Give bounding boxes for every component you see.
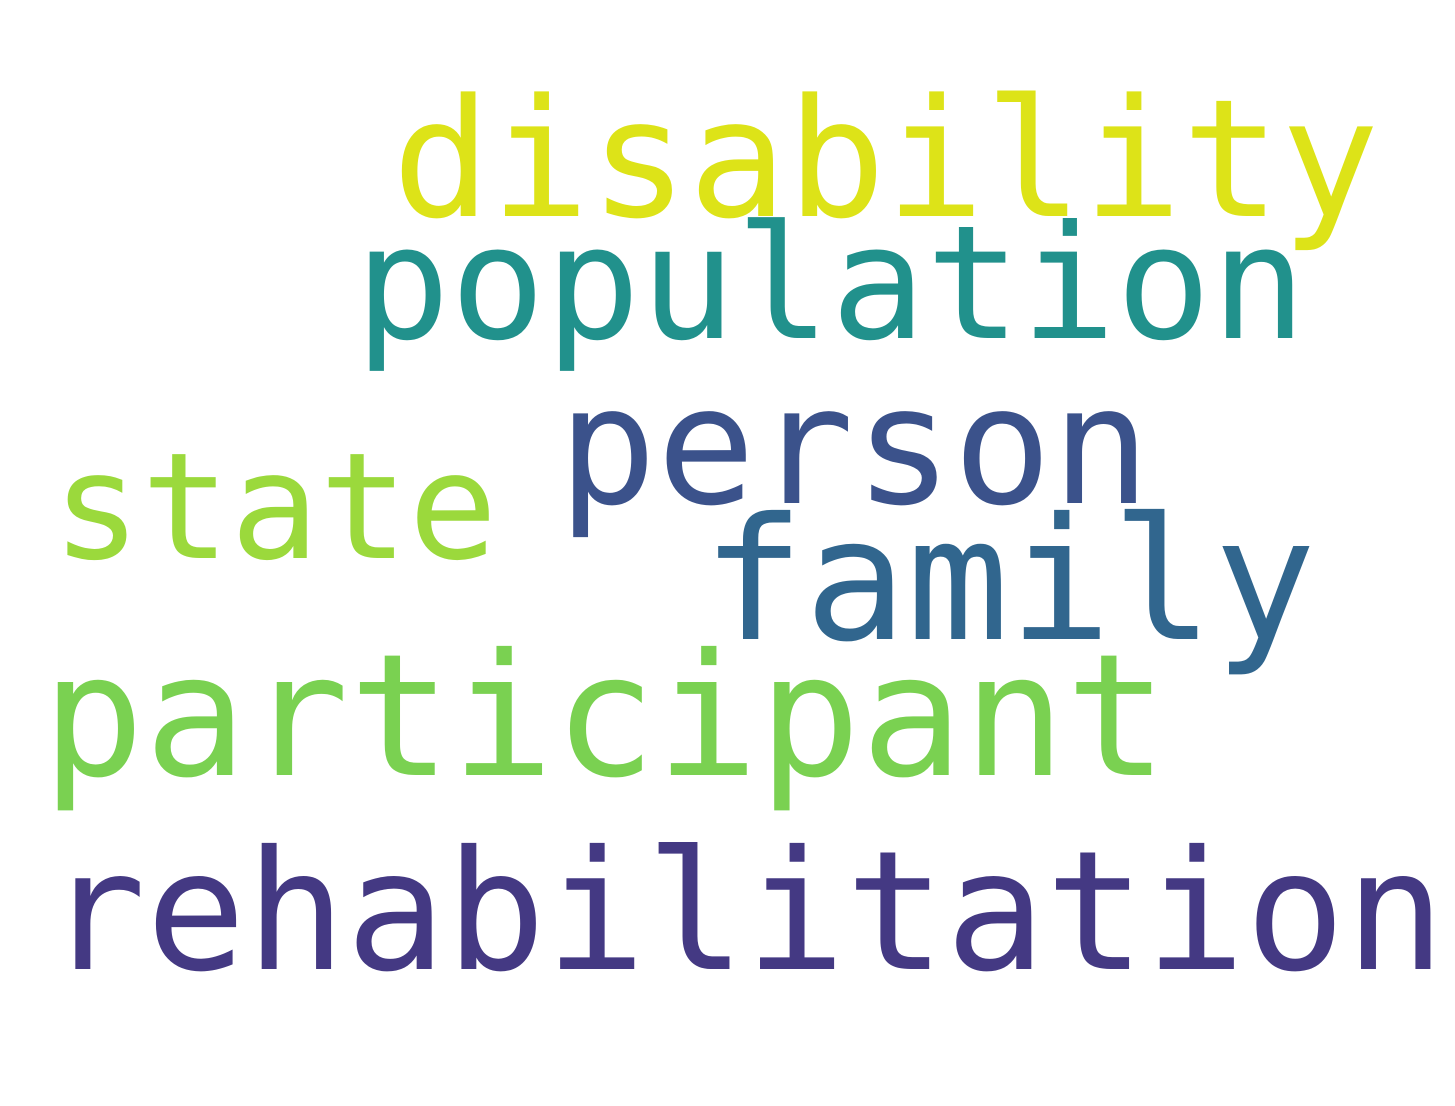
word-state: state: [52, 421, 498, 593]
word-participant: participant: [42, 618, 1168, 816]
word-rehabilitation: rehabilitation: [46, 816, 1446, 1009]
word-disability: disability: [392, 64, 1380, 255]
word-family: family: [702, 482, 1317, 680]
word-person: person: [558, 351, 1151, 542]
word-population: population: [355, 192, 1307, 376]
